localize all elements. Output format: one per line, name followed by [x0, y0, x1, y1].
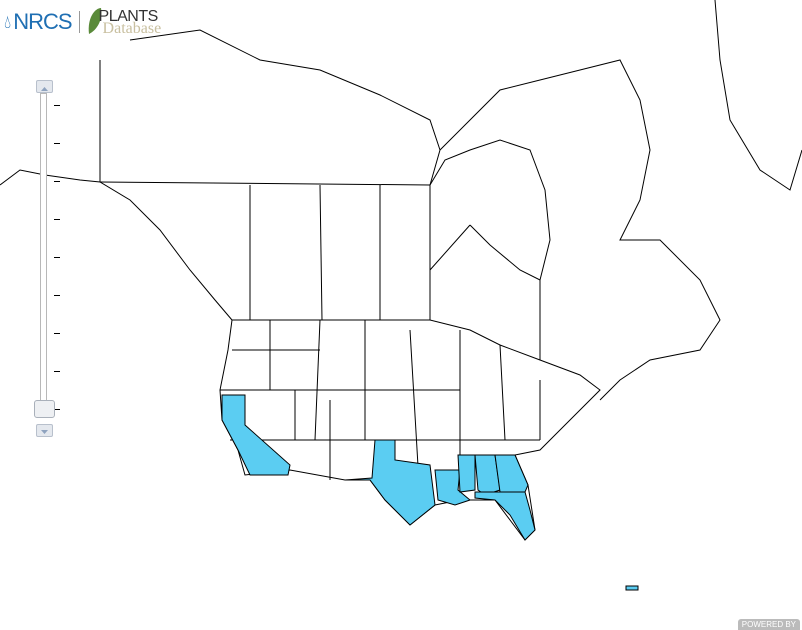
zoom-tick [54, 143, 60, 144]
zoom-tick [54, 257, 60, 258]
region-puerto-rico[interactable] [625, 585, 639, 591]
nrcs-plants-logo[interactable]: 💧︎ NRCS PLANTS Database [4, 6, 177, 38]
zoom-tick [54, 181, 60, 182]
canada-provinces [99, 181, 541, 360]
zoom-tick [54, 371, 60, 372]
nrcs-logo-text: NRCS [13, 9, 72, 34]
region-texas[interactable] [344, 439, 436, 526]
leaf-icon [88, 8, 101, 34]
plants-database-logo: PLANTS Database [87, 6, 177, 38]
zoom-track[interactable] [40, 93, 47, 415]
zoom-out-button[interactable] [36, 424, 53, 437]
logo-divider [78, 11, 80, 33]
water-drop-icon: 💧︎ [4, 11, 12, 32]
region-florida[interactable] [474, 491, 536, 541]
zoom-tick [54, 409, 60, 410]
canada-north-coast [99, 29, 721, 401]
region-california[interactable] [221, 394, 291, 476]
greenland-coast [714, 0, 802, 191]
zoom-tick [54, 333, 60, 334]
zoom-thumb[interactable] [34, 400, 55, 418]
region-georgia[interactable] [494, 454, 529, 493]
arrow-down-icon [41, 430, 48, 434]
arrow-up-icon [41, 87, 48, 91]
zoom-slider[interactable] [34, 78, 74, 438]
hudson-bay [429, 139, 551, 281]
us-outline [219, 319, 601, 541]
zoom-tick [54, 295, 60, 296]
zoom-in-button[interactable] [36, 80, 53, 93]
powered-by-attribution[interactable]: POWERED BY [737, 619, 800, 630]
zoom-tick [54, 105, 60, 106]
region-mississippi[interactable] [457, 454, 476, 493]
us-state-lines [220, 319, 541, 501]
zoom-tick [54, 219, 60, 220]
alaska-coast [0, 169, 233, 321]
